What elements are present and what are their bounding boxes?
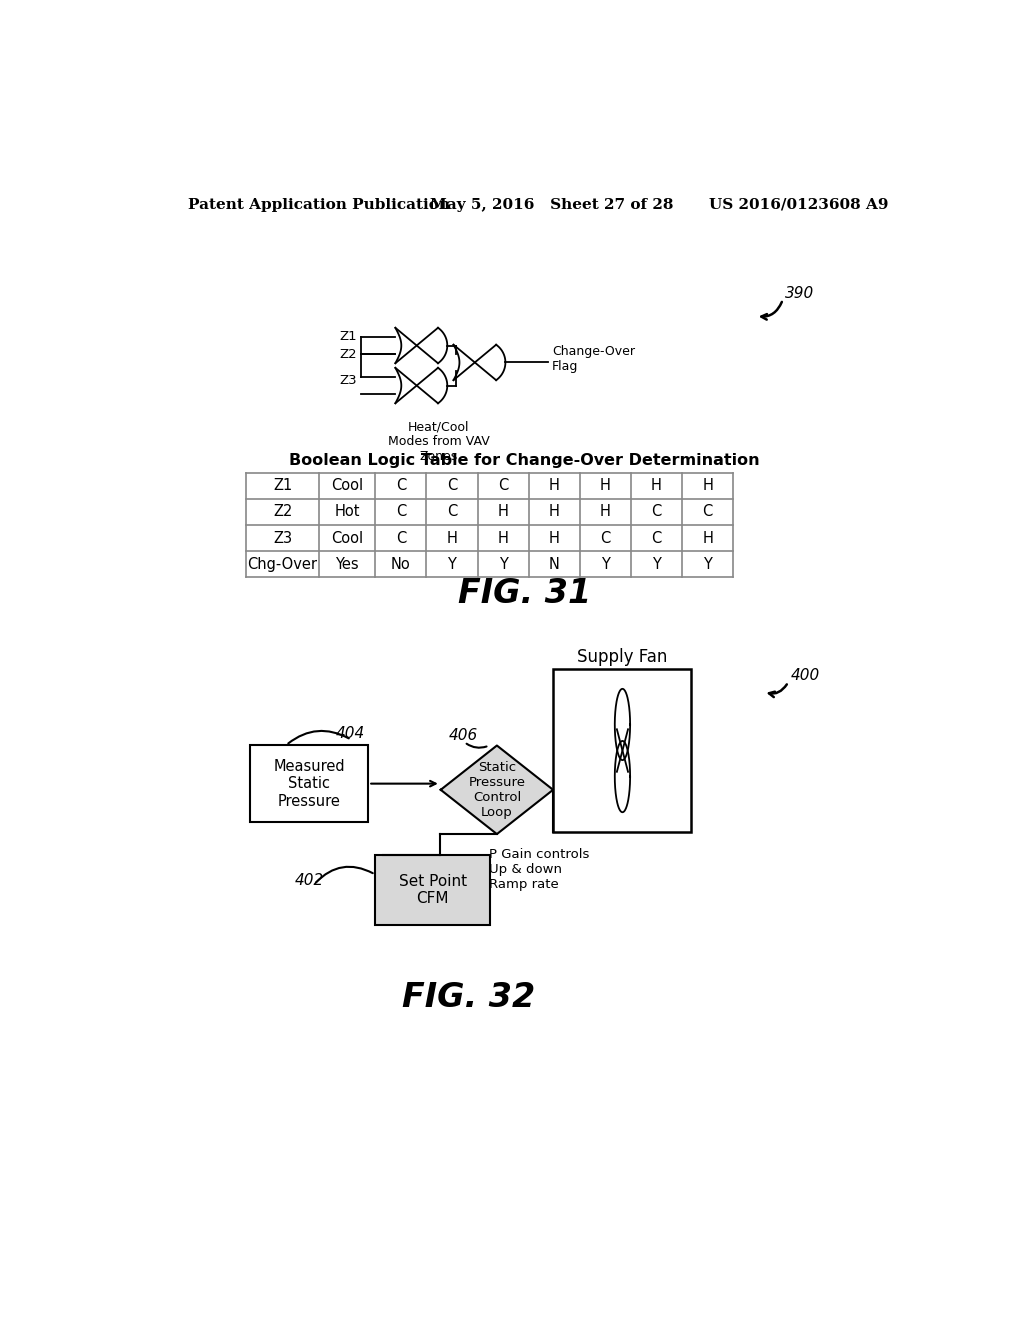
Text: H: H [498,504,509,519]
Text: H: H [600,504,611,519]
Bar [554,669,691,832]
Text: C: C [651,531,662,545]
Text: 404: 404 [336,726,365,741]
Text: Boolean Logic Table for Change-Over Determination: Boolean Logic Table for Change-Over Dete… [290,453,760,467]
Text: Patent Application Publication: Patent Application Publication [188,198,451,211]
Text: Change-Over
Flag: Change-Over Flag [552,345,635,372]
Text: H: H [651,478,662,494]
Text: Y: Y [447,557,457,572]
Text: C: C [446,504,457,519]
Text: Y: Y [499,557,508,572]
Text: No: No [391,557,411,572]
Text: C: C [600,531,610,545]
Text: Cool: Cool [331,531,364,545]
Text: 400: 400 [791,668,820,684]
Text: C: C [395,478,406,494]
Text: H: H [446,531,458,545]
Text: Measured
Static
Pressure: Measured Static Pressure [273,759,345,809]
Text: Supply Fan: Supply Fan [578,648,668,667]
Text: C: C [395,531,406,545]
Text: Yes: Yes [336,557,359,572]
Text: P Gain controls
Up & down
Ramp rate: P Gain controls Up & down Ramp rate [489,847,590,891]
Text: H: H [498,531,509,545]
Text: Set Point
CFM: Set Point CFM [398,874,467,906]
Text: FIG. 32: FIG. 32 [402,981,536,1014]
Text: Z2: Z2 [339,348,356,360]
Bar [375,855,489,924]
Text: May 5, 2016   Sheet 27 of 28: May 5, 2016 Sheet 27 of 28 [430,198,674,211]
Text: Z2: Z2 [273,504,292,519]
Text: C: C [446,478,457,494]
Text: Static
Pressure
Control
Loop: Static Pressure Control Loop [468,760,525,818]
Text: Cool: Cool [331,478,364,494]
Text: 406: 406 [449,729,478,743]
Text: H: H [549,504,560,519]
Text: Y: Y [703,557,712,572]
Text: Z1: Z1 [339,330,356,343]
Polygon shape [440,746,553,834]
Text: Chg-Over: Chg-Over [248,557,317,572]
Polygon shape [454,345,506,380]
Text: FIG. 31: FIG. 31 [458,577,592,610]
Text: C: C [395,504,406,519]
Text: Z3: Z3 [339,374,356,387]
Text: H: H [549,478,560,494]
Text: H: H [549,531,560,545]
Text: Hot: Hot [335,504,360,519]
Text: C: C [651,504,662,519]
Text: C: C [498,478,508,494]
Text: C: C [702,504,713,519]
Text: Y: Y [652,557,660,572]
Polygon shape [395,368,447,404]
Text: Y: Y [601,557,610,572]
Text: 402: 402 [295,873,324,888]
Text: Heat/Cool
Modes from VAV
Zones: Heat/Cool Modes from VAV Zones [388,420,489,463]
Text: Z1: Z1 [273,478,292,494]
Text: H: H [702,531,713,545]
Text: Z3: Z3 [273,531,292,545]
Polygon shape [395,327,447,363]
Bar [251,744,369,822]
Text: US 2016/0123608 A9: US 2016/0123608 A9 [710,198,889,211]
Text: N: N [549,557,560,572]
Text: H: H [600,478,611,494]
Text: 390: 390 [785,285,814,301]
Text: H: H [702,478,713,494]
